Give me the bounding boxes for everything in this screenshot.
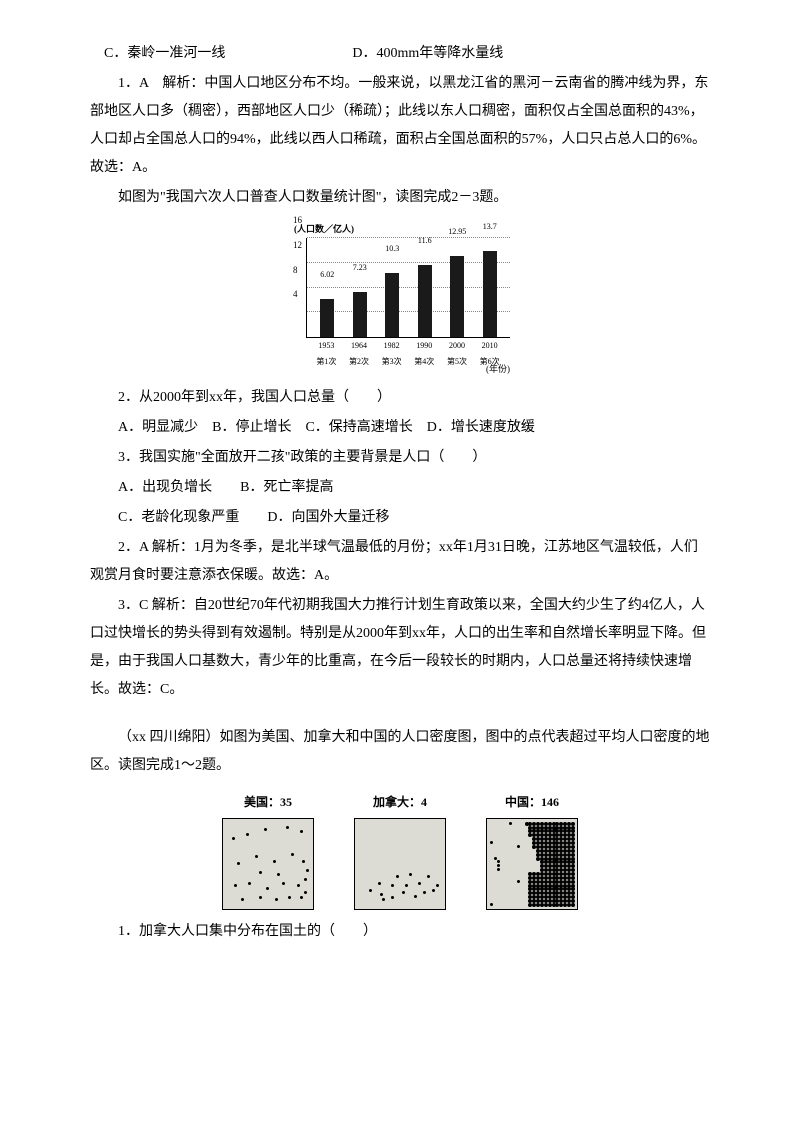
map-china: 中国：146 — [486, 790, 578, 910]
question-3-options-ab: A．出现负增长 B．死亡率提高 — [90, 474, 710, 502]
map-china-title: 中国：146 — [505, 790, 559, 814]
y-axis-title: (人口数／亿人) — [294, 220, 510, 238]
census-bar-chart: (人口数／亿人) 4812166.027.2310.311.612.9513.7… — [90, 220, 710, 378]
option-c: C．秦岭一准河一线 — [104, 46, 225, 61]
map-canada: 加拿大：4 — [354, 790, 446, 910]
prompt-chart: 如图为"我国六次人口普查人口数量统计图"，读图完成2－3题。 — [90, 184, 710, 212]
question-2-stem: 2．从2000年到xx年，我国人口总量（ ） — [90, 384, 710, 412]
density-maps: 美国：35 加拿大：4 中国：146 — [90, 790, 710, 910]
map-canada-title: 加拿大：4 — [373, 790, 427, 814]
options-cd: C．秦岭一准河一线 D．400mm年等降水量线 — [90, 40, 710, 68]
option-d: D．400mm年等降水量线 — [352, 46, 503, 61]
question-2-options: A．明显减少 B．停止增长 C．保持高速增长 D．增长速度放缓 — [90, 414, 710, 442]
prompt-maps: （xx 四川绵阳）如图为美国、加拿大和中国的人口密度图，图中的点代表超过平均人口… — [90, 724, 710, 780]
answer-3: 3．C 解析：自20世纪70年代初期我国大力推行计划生育政策以来，全国大约少生了… — [90, 592, 710, 704]
answer-2: 2．A 解析：1月为冬季，是北半球气温最低的月份；xx年1月31日晚，江苏地区气… — [90, 534, 710, 590]
question-3-stem: 3．我国实施"全面放开二孩"政策的主要背景是人口（ ） — [90, 444, 710, 472]
map-usa-title: 美国：35 — [244, 790, 292, 814]
question-last: 1．加拿大人口集中分布在国土的（ ） — [90, 918, 710, 946]
question-3-options-cd: C．老龄化现象严重 D．向国外大量迁移 — [90, 504, 710, 532]
answer-1: 1．A 解析：中国人口地区分布不均。一般来说，以黑龙江省的黑河－云南省的腾冲线为… — [90, 70, 710, 182]
map-usa: 美国：35 — [222, 790, 314, 910]
